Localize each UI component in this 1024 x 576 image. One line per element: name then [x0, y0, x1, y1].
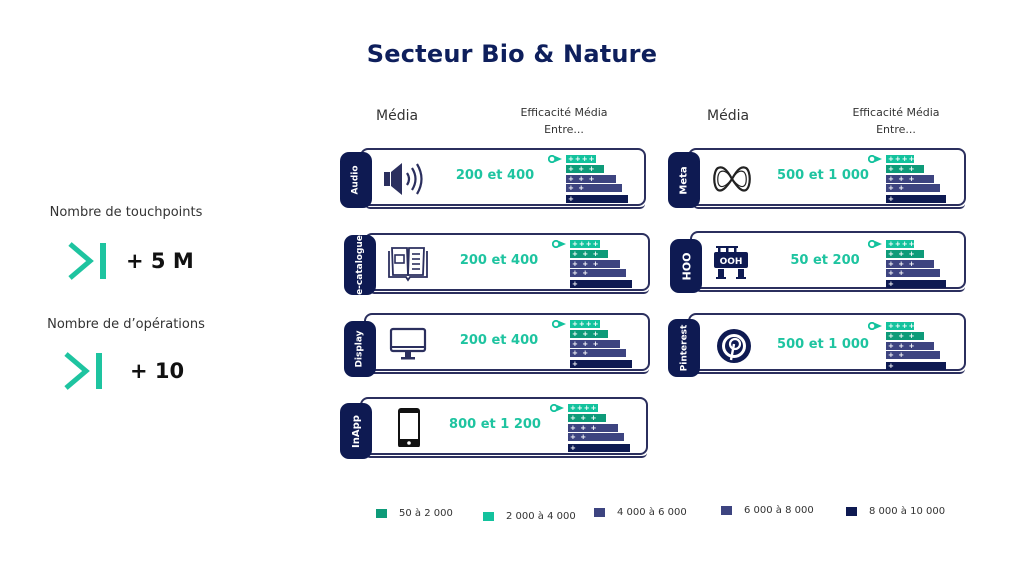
kpi-value-touchpoints: + 5 M: [126, 249, 194, 273]
efficacy-range: 50 et 200: [790, 253, 860, 268]
kpi-touchpoints: + 5 M: [66, 240, 194, 282]
smartphone-icon: [398, 408, 420, 447]
media-tab: Meta: [668, 152, 700, 208]
pointer-marker-icon: [868, 322, 882, 330]
efficacy-range: 500 et 1 000: [777, 168, 869, 183]
kpi-label-touchpoints: Nombre de touchpoints: [49, 205, 203, 220]
legend-swatch: [376, 509, 387, 518]
media-card-ooh[interactable]: OOH OOH 50 et 200 +++++ + + + + + + + + …: [670, 231, 966, 293]
media-tab: InApp: [340, 403, 372, 459]
media-tab: Pinterest: [668, 319, 700, 377]
efficacy-bars: +++++ + + + + + + + + + +: [552, 319, 642, 368]
media-tab: OOH: [670, 239, 702, 293]
pointer-marker-icon: [868, 240, 882, 248]
efficacy-range: 500 et 1 000: [777, 337, 869, 352]
media-tab: Audio: [340, 152, 372, 208]
speaker-icon: [384, 163, 423, 195]
monitor-icon: [389, 327, 427, 360]
efficacy-range: 800 et 1 200: [449, 417, 541, 432]
pointer-marker-icon: [550, 404, 564, 412]
efficacy-range: 200 et 400: [459, 333, 539, 348]
efficacy-range: 200 et 400: [459, 253, 539, 268]
media-card-audio[interactable]: Audio 200 et 400 +++++ + + + + + + + + +…: [340, 148, 646, 209]
pointer-marker-icon: [548, 155, 562, 163]
efficacy-bars: +++++ + + + + + + + + + +: [868, 154, 958, 203]
media-card-inapp[interactable]: InApp 800 et 1 200 +++++ + + + + + + + +…: [340, 397, 648, 459]
page-title: Secteur Bio & Nature: [366, 40, 658, 68]
legend-swatch: [483, 512, 494, 521]
pointer-marker-icon: [868, 155, 882, 163]
kpi-value-operations: + 10: [130, 359, 185, 383]
legend-item-1: 50 à 2 000: [376, 508, 453, 519]
efficacy-bars: +++++ + + + + + + + + + +: [548, 154, 638, 203]
media-tab: Display: [344, 321, 376, 377]
efficacy-bars: +++++ + + + + + + + + + +: [550, 403, 640, 452]
legend-swatch: [594, 508, 605, 517]
media-tab: e-catalogue: [344, 235, 376, 295]
legend-item-2: 2 000 à 4 000: [483, 511, 576, 522]
media-header-left: Média: [376, 108, 419, 124]
svg-text:OOH: OOH: [720, 257, 743, 267]
legend-item-5: 8 000 à 10 000: [846, 506, 945, 517]
efficacy-bars: +++++ + + + + + + + + + +: [868, 321, 958, 370]
pointer-marker-icon: [552, 320, 566, 328]
legend-item-3: 4 000 à 6 000: [594, 507, 687, 518]
brand-chevron-bar-icon: [64, 352, 102, 390]
legend-swatch: [846, 507, 857, 516]
efficacy-range: 200 et 400: [455, 168, 535, 183]
legend-swatch: [721, 506, 732, 515]
open-book-icon: [388, 247, 428, 282]
media-card-meta[interactable]: Meta 500 et 1 000 +++++ + + + + + + + + …: [668, 148, 966, 209]
legend-item-4: 6 000 à 8 000: [721, 505, 814, 516]
kpi-label-operations: Nombre de d’opérations: [47, 317, 205, 332]
media-card-e-catalogue[interactable]: e-catalogue 200 et 400 +++++ + + + + + +…: [344, 233, 650, 295]
media-header-right: Média: [707, 108, 750, 124]
brand-chevron-bar-icon: [68, 242, 106, 280]
pinterest-icon: [717, 329, 751, 363]
media-card-pinterest[interactable]: Pinterest 500 et 1 000 +++++ + + + + + +…: [668, 313, 966, 377]
efficacy-header-left: Efficacité Média Entre...: [520, 106, 608, 136]
media-card-display[interactable]: Display 200 et 400 +++++ + + + + + + + +…: [344, 313, 650, 377]
meta-infinity-icon: [713, 166, 751, 192]
efficacy-header-right: Efficacité Média Entre...: [852, 106, 940, 136]
efficacy-bars: +++++ + + + + + + + + + +: [868, 239, 958, 288]
billboard-icon: OOH: [714, 246, 748, 279]
kpi-operations: + 10: [62, 350, 184, 392]
pointer-marker-icon: [552, 240, 566, 248]
efficacy-bars: +++++ + + + + + + + + + +: [552, 239, 642, 288]
